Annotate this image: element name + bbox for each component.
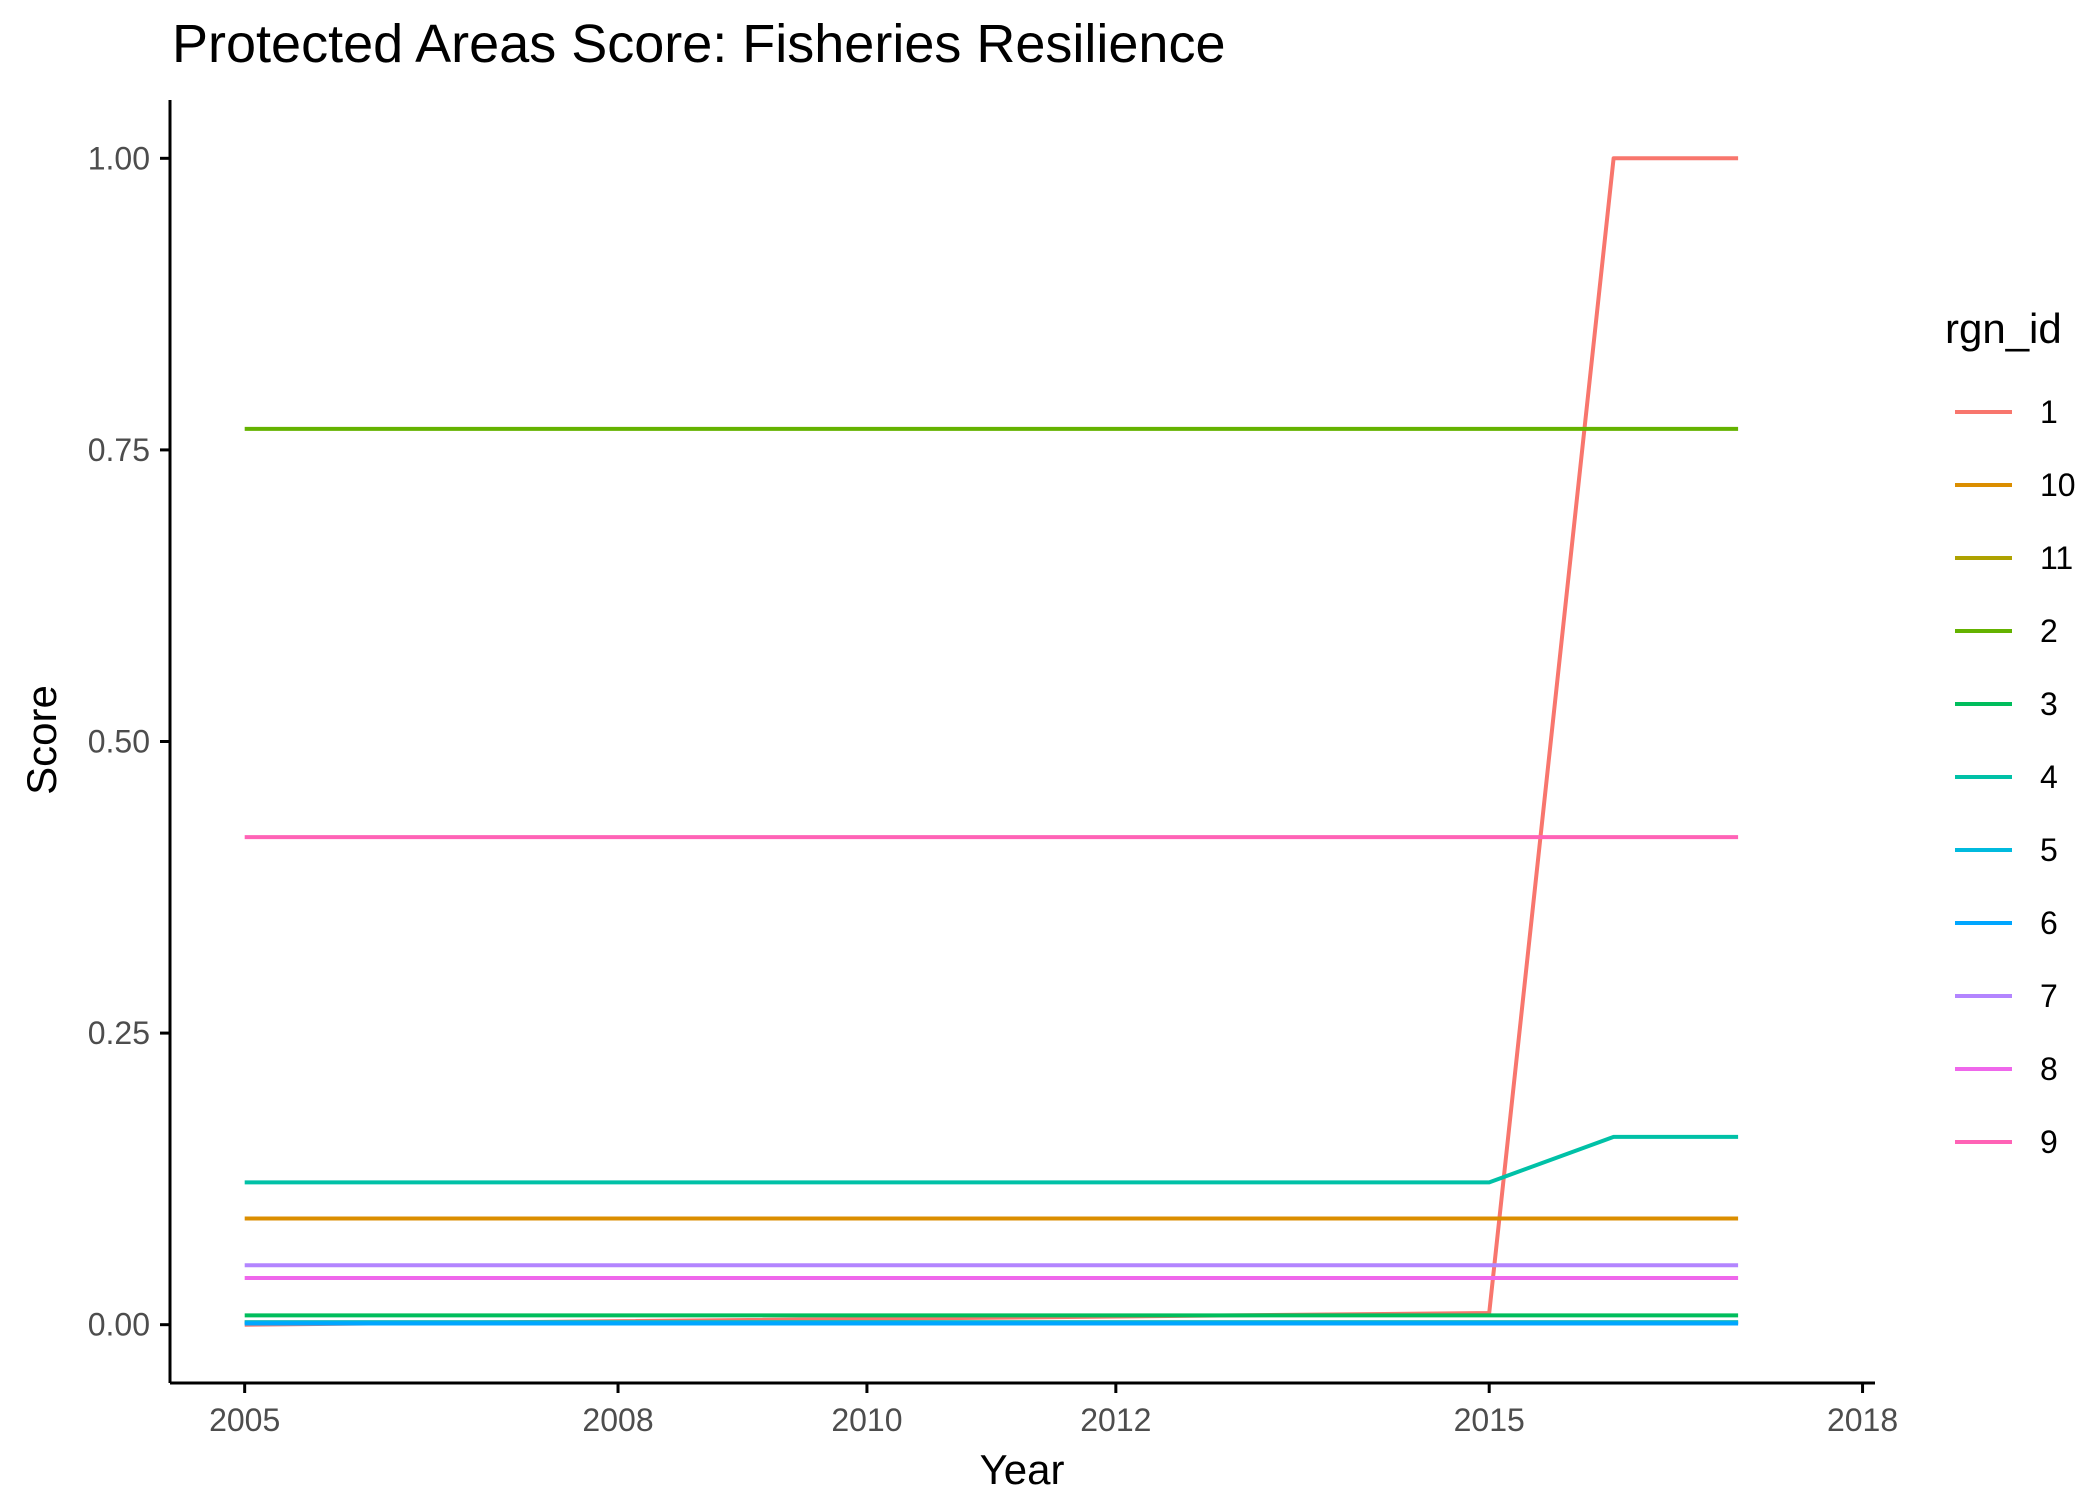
legend-label-6: 6 — [2040, 905, 2058, 941]
x-axis-title: Year — [980, 1446, 1065, 1493]
legend-label-2: 2 — [2040, 613, 2058, 649]
y-axis-title: Score — [18, 685, 65, 795]
x-tick-label: 2008 — [582, 1402, 653, 1438]
legend-label-8: 8 — [2040, 1051, 2058, 1087]
y-tick-label: 0.75 — [88, 432, 150, 468]
legend-label-5: 5 — [2040, 832, 2058, 868]
legend-label-1: 1 — [2040, 394, 2058, 430]
legend-label-7: 7 — [2040, 978, 2058, 1014]
x-tick-label: 2010 — [831, 1402, 902, 1438]
chart-title: Protected Areas Score: Fisheries Resilie… — [172, 14, 1225, 74]
series-line-4 — [244, 1134, 1739, 1185]
y-tick-label: 0.00 — [88, 1307, 150, 1343]
x-tick-label: 2005 — [209, 1402, 280, 1438]
y-axis-ticks: 0.00 0.25 0.50 0.75 1.00 — [88, 140, 170, 1343]
legend-title: rgn_id — [1945, 305, 2062, 352]
x-tick-label: 2012 — [1080, 1402, 1151, 1438]
legend-label-11: 11 — [2040, 540, 2073, 576]
series-line-1 — [244, 156, 1739, 1327]
legend-label-9: 9 — [2040, 1124, 2058, 1160]
legend-label-10: 10 — [2040, 467, 2076, 503]
y-tick-label: 0.25 — [88, 1015, 150, 1051]
legend-label-3: 3 — [2040, 686, 2058, 722]
y-tick-label: 0.50 — [88, 724, 150, 760]
legend: rgn_id 1 10 11 2 3 4 5 6 7 8 9 — [1945, 305, 2076, 1160]
y-tick-label: 1.00 — [88, 140, 150, 176]
x-tick-label: 2015 — [1454, 1402, 1525, 1438]
plot-area — [244, 156, 1739, 1327]
x-axis-ticks: 2005 2008 2010 2012 2015 2018 — [209, 1383, 1898, 1438]
legend-label-4: 4 — [2040, 759, 2058, 795]
x-tick-label: 2018 — [1827, 1402, 1898, 1438]
